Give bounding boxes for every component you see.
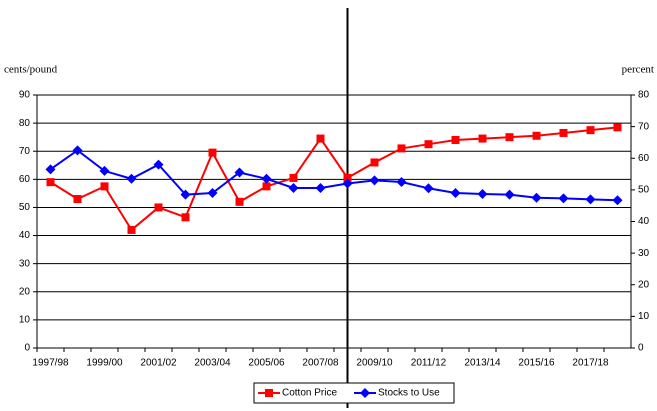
y-tick-label: 20 — [19, 286, 31, 297]
marker — [99, 165, 110, 176]
x-tick-label: 2005/06 — [248, 358, 285, 369]
x-tick-label: 2001/02 — [140, 358, 177, 369]
y2-tick-label: 0 — [638, 343, 644, 354]
marker — [153, 159, 164, 170]
marker — [208, 148, 217, 157]
marker — [126, 173, 137, 184]
marker — [315, 182, 326, 193]
marker — [396, 176, 407, 187]
legend-label: Cotton Price — [282, 388, 337, 399]
marker — [585, 194, 596, 205]
marker — [450, 188, 461, 199]
y-tick-label: 70 — [19, 146, 31, 157]
marker — [180, 189, 191, 200]
y2-axis-title: percent — [622, 64, 654, 76]
marker — [261, 173, 272, 184]
marker — [154, 203, 163, 212]
series-line — [49, 149, 618, 202]
marker — [423, 183, 434, 194]
y-tick-label: 50 — [19, 202, 31, 213]
marker — [72, 145, 83, 156]
y-axis-title: cents/pound — [4, 64, 58, 76]
y-tick-label: 10 — [19, 315, 31, 326]
marker — [424, 140, 433, 149]
marker — [234, 167, 245, 178]
y-tick-label: 40 — [19, 230, 31, 241]
y-tick-label: 80 — [19, 118, 31, 129]
marker — [586, 126, 595, 135]
marker — [73, 195, 82, 204]
legend-marker — [360, 388, 370, 398]
marker — [262, 182, 271, 191]
marker — [369, 175, 380, 186]
series-line — [49, 126, 618, 232]
marker — [181, 213, 190, 222]
y-tick-label: 0 — [24, 343, 30, 354]
x-tick-label: 2007/08 — [302, 358, 339, 369]
marker — [531, 192, 542, 203]
marker — [288, 182, 299, 193]
x-tick-label: 2011/12 — [411, 358, 447, 369]
y2-tick-label: 20 — [638, 279, 650, 290]
x-tick-label: 1997/98 — [32, 358, 69, 369]
marker — [613, 123, 622, 132]
marker — [612, 195, 623, 206]
x-tick-label: 2003/04 — [194, 358, 231, 369]
marker — [477, 188, 488, 199]
marker — [397, 144, 406, 153]
marker — [235, 197, 244, 206]
marker — [343, 173, 352, 182]
y2-tick-label: 60 — [638, 153, 650, 164]
legend: Cotton Price Stocks to Use — [253, 382, 455, 404]
y-tick-label: 90 — [19, 90, 31, 101]
y2-tick-label: 80 — [638, 90, 650, 101]
marker — [504, 189, 515, 200]
y2-tick-label: 30 — [638, 248, 650, 259]
x-tick-label: 2013/14 — [464, 358, 501, 369]
marker — [207, 188, 218, 199]
x-tick-label: 2015/16 — [518, 358, 555, 369]
y-tick-label: 30 — [19, 258, 31, 269]
marker — [316, 134, 325, 143]
y2-tick-label: 50 — [638, 185, 650, 196]
marker — [289, 173, 298, 182]
x-tick-label: 1999/00 — [86, 358, 123, 369]
marker — [559, 128, 568, 137]
y2-tick-label: 40 — [638, 216, 650, 227]
marker — [558, 193, 569, 204]
marker — [45, 164, 56, 175]
marker — [46, 178, 55, 187]
x-tick-label: 2017/18 — [572, 358, 609, 369]
marker — [342, 178, 353, 189]
marker — [505, 133, 514, 142]
marker — [370, 158, 379, 167]
marker — [478, 134, 487, 143]
marker — [100, 182, 109, 191]
marker — [532, 131, 541, 140]
y2-tick-label: 70 — [638, 121, 650, 132]
marker — [451, 135, 460, 144]
y2-tick-label: 10 — [638, 311, 650, 322]
y-tick-label: 60 — [19, 174, 31, 185]
legend-label: Stocks to Use — [378, 388, 440, 399]
legend-marker — [265, 389, 273, 397]
marker — [127, 225, 136, 234]
x-tick-label: 2009/10 — [356, 358, 393, 369]
